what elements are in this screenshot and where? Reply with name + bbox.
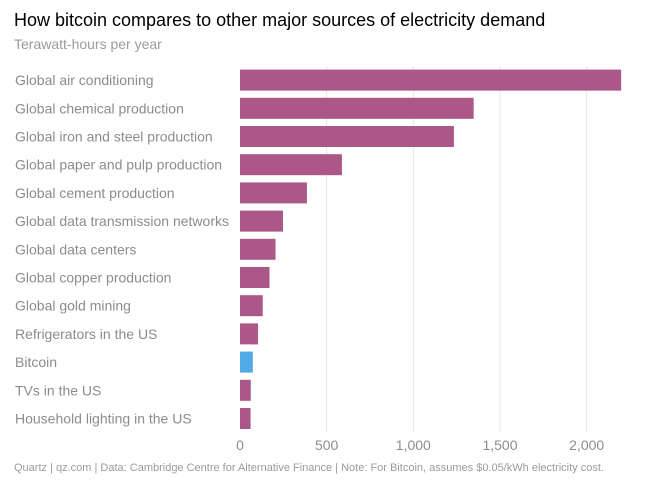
- category-label: Refrigerators in the US: [15, 326, 157, 342]
- bar: [240, 379, 251, 401]
- bar: [240, 210, 283, 232]
- category-label: Global iron and steel production: [15, 129, 213, 145]
- category-label: Bitcoin: [15, 354, 57, 370]
- bar: [240, 97, 474, 119]
- bar: [240, 182, 307, 204]
- category-label: Global chemical production: [15, 100, 184, 116]
- bar: [240, 154, 342, 176]
- x-tick-label: 1,000: [396, 437, 431, 453]
- category-label: Global air conditioning: [15, 72, 154, 88]
- bar: [240, 323, 259, 345]
- bar: [240, 69, 622, 91]
- category-label: Global gold mining: [15, 298, 131, 314]
- category-label: Global copper production: [15, 270, 171, 286]
- chart-footer: Quartz | qz.com | Data: Cambridge Centre…: [14, 462, 604, 474]
- bar: [240, 238, 276, 260]
- category-label: Global data transmission networks: [15, 213, 229, 229]
- bar: [240, 295, 263, 317]
- x-tick-label: 1,500: [482, 437, 517, 453]
- chart-subtitle: Terawatt-hours per year: [14, 36, 162, 52]
- x-tick-label: 2,000: [569, 437, 604, 453]
- x-tick-label: 500: [315, 437, 339, 453]
- category-label: TVs in the US: [15, 382, 101, 398]
- bar: [240, 267, 270, 288]
- bar: [240, 126, 454, 147]
- category-label: Global data centers: [15, 241, 136, 257]
- x-tick-label: 0: [236, 437, 244, 453]
- category-label: Global cement production: [15, 185, 175, 201]
- category-label: Global paper and pulp production: [15, 157, 222, 173]
- bar-highlight: [240, 351, 253, 373]
- bar: [240, 408, 251, 429]
- category-label: Household lighting in the US: [15, 411, 192, 427]
- chart-title: How bitcoin compares to other major sour…: [14, 10, 546, 30]
